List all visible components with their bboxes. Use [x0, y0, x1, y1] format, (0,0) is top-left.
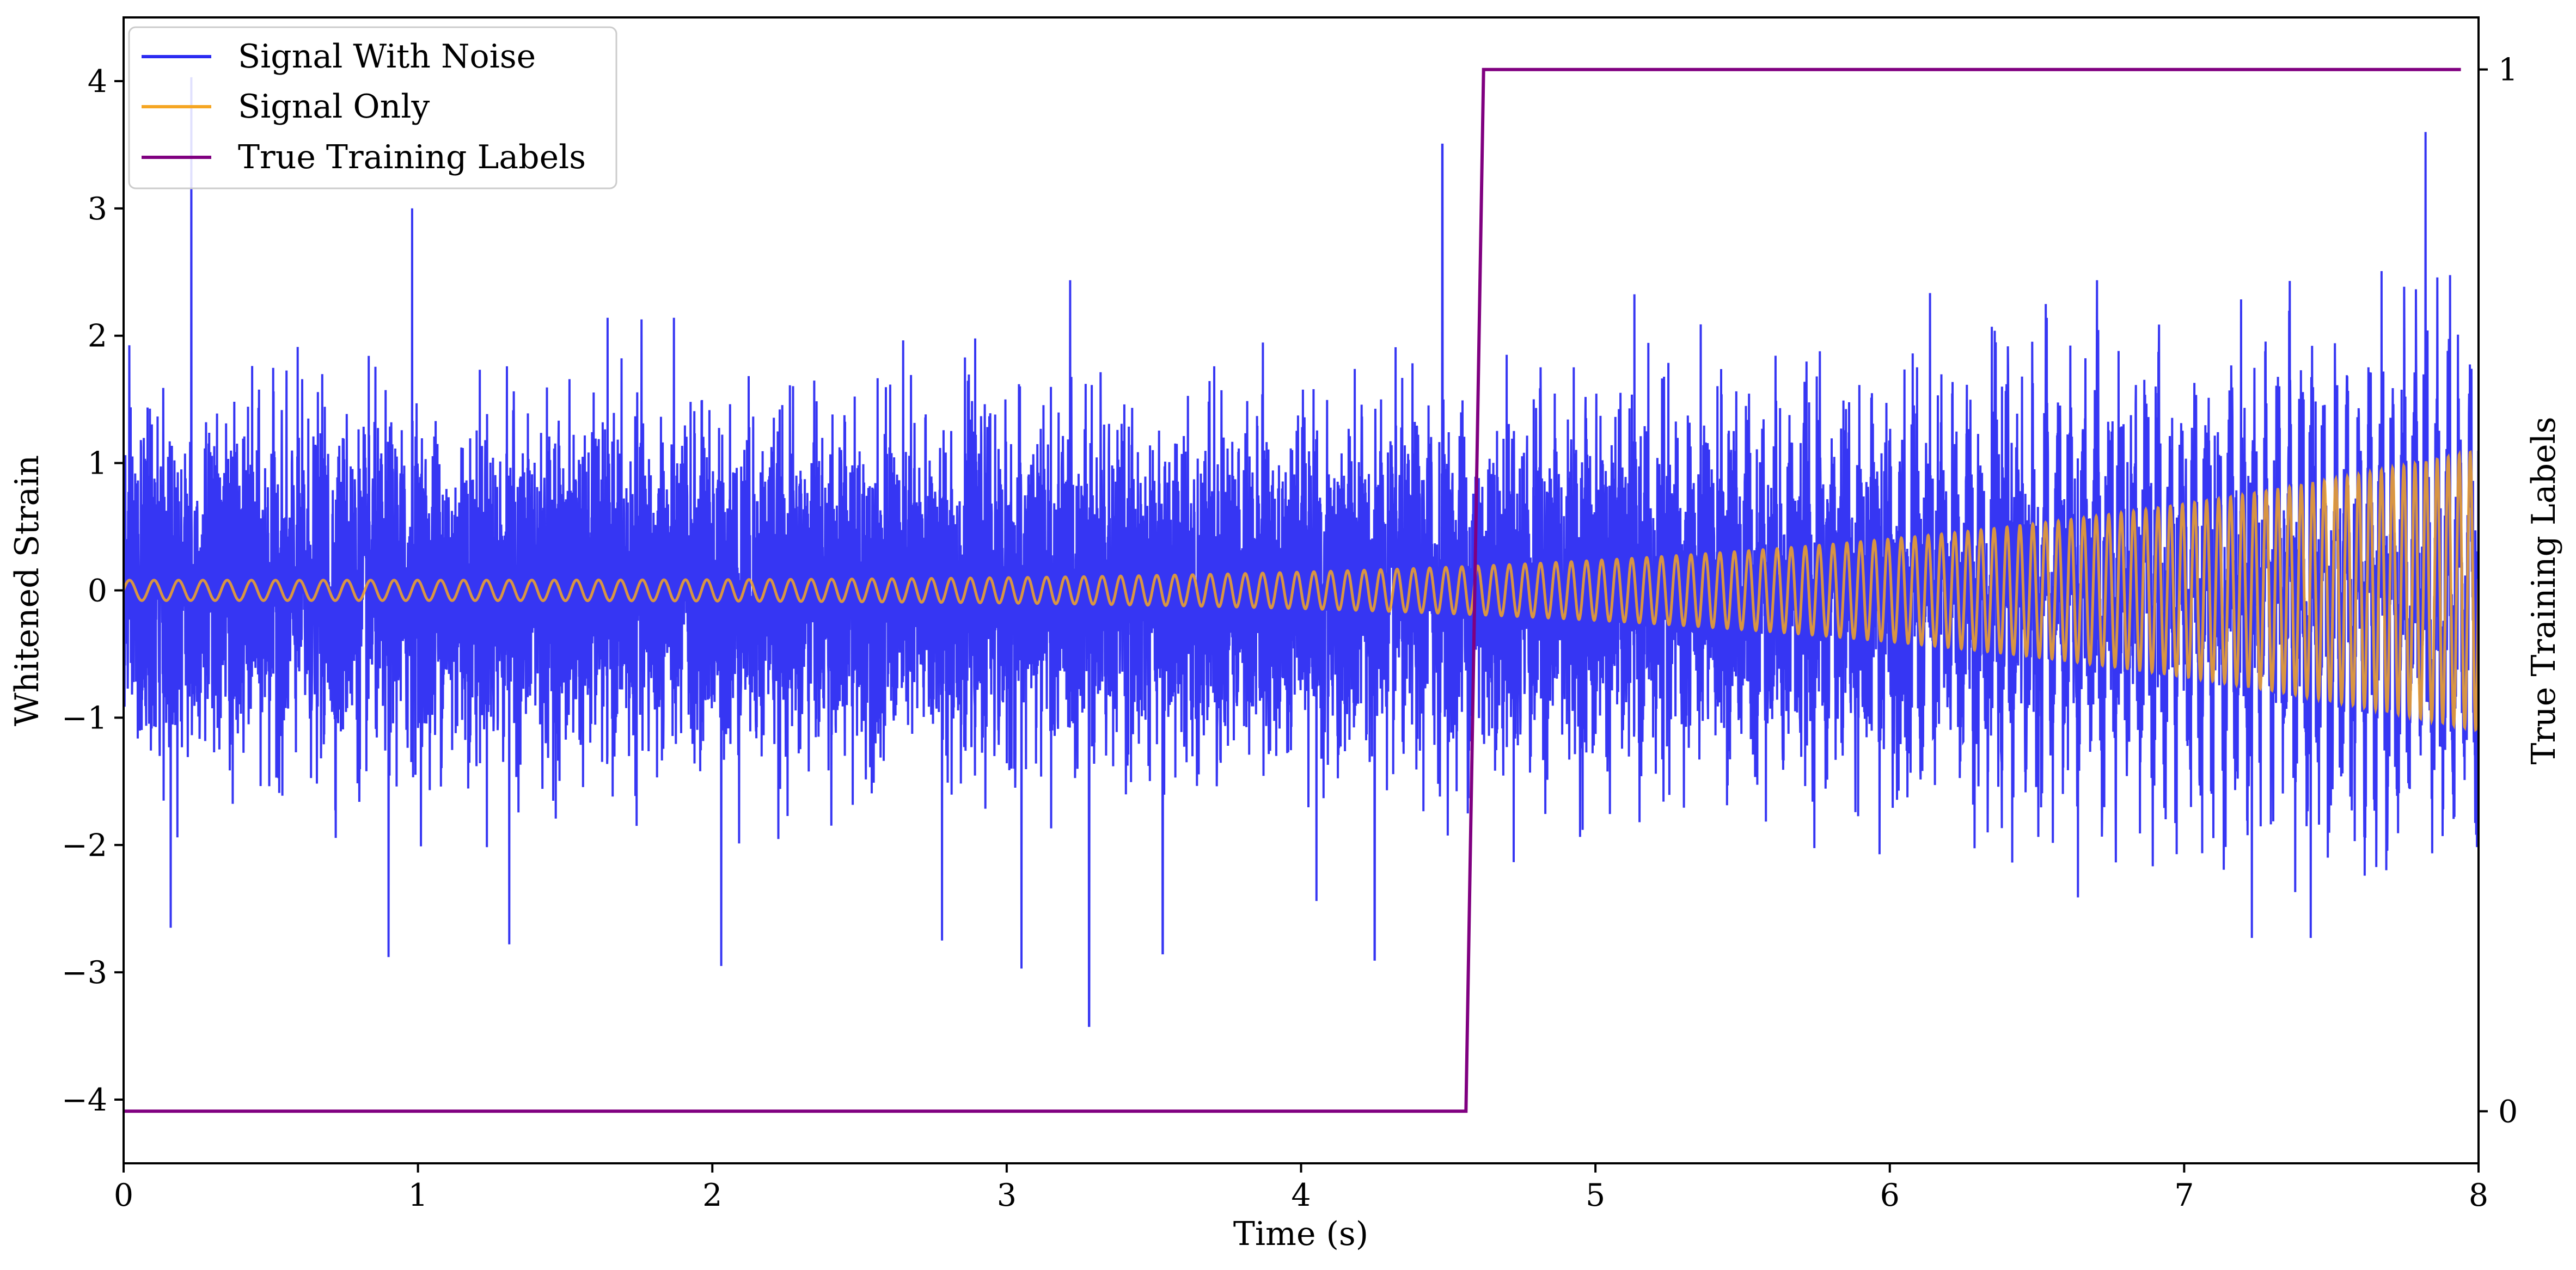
y-tick-label: −1 — [62, 700, 107, 736]
x-tick-label: 6 — [1880, 1177, 1900, 1213]
series-true-training-labels — [124, 68, 2461, 1113]
x-tick-label: 5 — [1586, 1177, 1605, 1213]
series-signal-only — [124, 450, 2479, 732]
legend-label-signal-only: Signal Only — [238, 88, 430, 126]
legend-label-true-training-labels: True Training Labels — [238, 138, 586, 176]
y-tick-label: 3 — [88, 191, 107, 227]
x-tick-label: 8 — [2469, 1177, 2488, 1213]
x-tick-label: 3 — [997, 1177, 1017, 1213]
y2-tick-label: 0 — [2498, 1094, 2518, 1130]
legend-box — [128, 26, 617, 189]
x-tick-label: 4 — [1291, 1177, 1311, 1213]
y-axis: −4 −3 −2 −1 0 1 2 3 4 — [62, 64, 124, 1118]
y-tick-label: 1 — [88, 446, 107, 482]
y2-axis: 01 — [2479, 52, 2518, 1130]
y-tick-label: −4 — [62, 1082, 107, 1118]
y-tick-label: 2 — [88, 318, 107, 354]
y-tick-label: 4 — [88, 64, 107, 100]
y-tick-label: 0 — [88, 573, 107, 609]
x-axis-label: Time (s) — [1233, 1215, 1368, 1253]
x-tick-label: 0 — [114, 1177, 133, 1213]
x-tick-label: 1 — [408, 1177, 427, 1213]
legend: Signal With Noise Signal Only True Train… — [128, 26, 617, 189]
y2-axis-label: True Training Labels — [2525, 416, 2563, 764]
x-tick-label: 7 — [2174, 1177, 2194, 1213]
y-tick-label: −2 — [62, 827, 107, 863]
y2-tick-label: 1 — [2498, 52, 2518, 88]
x-tick-label: 2 — [702, 1177, 722, 1213]
y-tick-label: −3 — [62, 955, 107, 991]
legend-label-signal-with-noise: Signal With Noise — [238, 38, 536, 76]
series-layer — [124, 68, 2479, 1113]
series-signal-with-noise — [124, 77, 2479, 1027]
x-axis: 0 1 2 3 4 5 6 7 8 — [114, 1163, 2488, 1213]
y-axis-label: Whitened Strain — [8, 455, 46, 726]
